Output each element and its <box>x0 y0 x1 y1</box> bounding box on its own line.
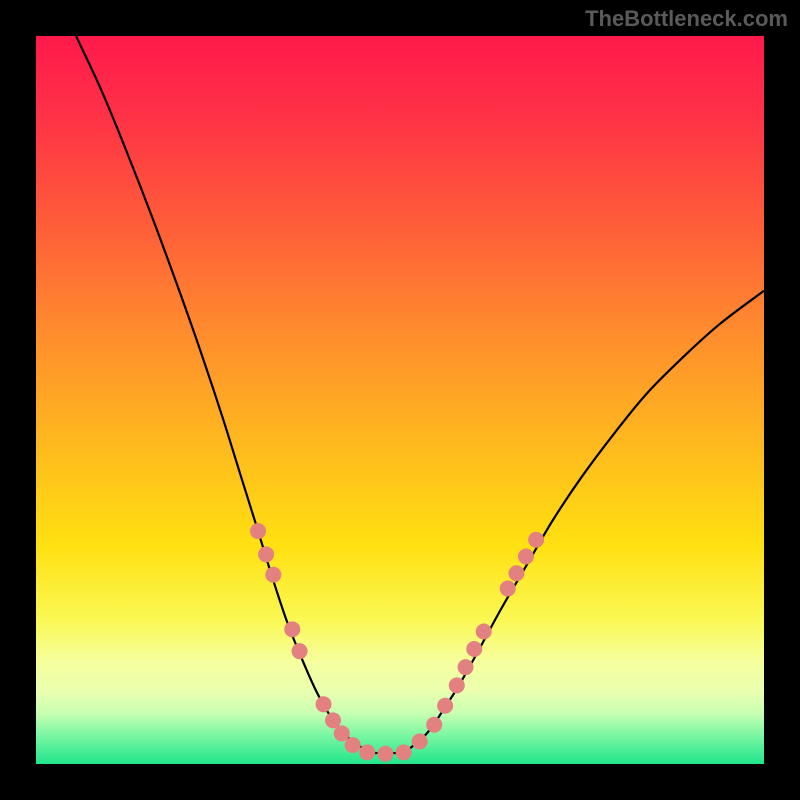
marker-point <box>476 624 492 640</box>
marker-point <box>265 567 281 583</box>
marker-point <box>284 621 300 637</box>
marker-point <box>508 565 524 581</box>
chart-svg <box>36 36 764 764</box>
marker-point <box>458 659 474 675</box>
marker-point <box>518 549 534 565</box>
marker-point <box>437 698 453 714</box>
marker-point <box>466 641 482 657</box>
marker-point <box>325 712 341 728</box>
marker-point <box>396 744 412 760</box>
marker-point <box>359 744 375 760</box>
marker-point <box>528 532 544 548</box>
marker-point <box>258 546 274 562</box>
marker-point <box>345 737 361 753</box>
marker-point <box>316 696 332 712</box>
plot-area <box>36 36 764 764</box>
marker-point <box>334 725 350 741</box>
curve-left <box>76 36 371 753</box>
marker-point <box>449 677 465 693</box>
marker-point <box>292 643 308 659</box>
marker-point <box>412 733 428 749</box>
watermark-text: TheBottleneck.com <box>585 6 788 32</box>
figure-root: TheBottleneck.com <box>0 0 800 800</box>
marker-point <box>500 581 516 597</box>
marker-point <box>426 717 442 733</box>
marker-point <box>377 746 393 762</box>
marker-point <box>250 523 266 539</box>
